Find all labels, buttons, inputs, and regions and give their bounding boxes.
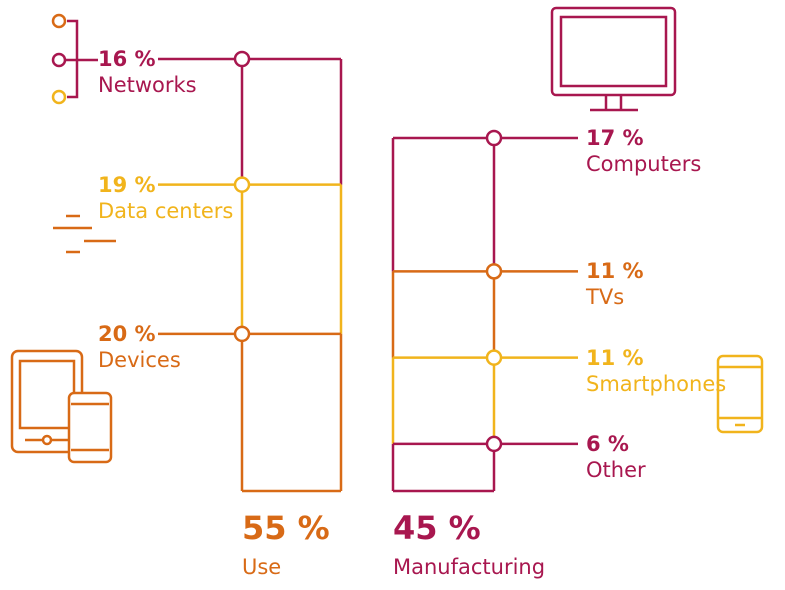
marker-devices <box>233 325 251 343</box>
server-lines-icon <box>53 214 116 254</box>
chart-marks <box>158 50 578 493</box>
total-label-manufacturing: Manufacturing <box>393 555 546 579</box>
category-label-networks: Networks <box>98 73 197 97</box>
category-label-computers: Computers <box>586 152 702 176</box>
smartphone-icon <box>716 354 764 434</box>
total-label-use: Use <box>242 555 282 579</box>
marker-networks <box>233 50 251 68</box>
value-label-other: 6 % <box>586 431 629 456</box>
value-label-computers: 17 % <box>586 126 644 150</box>
value-label-devices: 20 % <box>98 321 156 346</box>
value-label-data-centers: 19 % <box>98 172 156 197</box>
network-nodes-icon <box>51 13 98 105</box>
tablet-phone-icon <box>10 349 113 464</box>
marker-data-centers <box>233 176 251 193</box>
category-label-tvs: TVs <box>586 285 625 310</box>
marker-tvs <box>485 263 503 280</box>
desktop-monitor-icon <box>550 6 677 112</box>
category-label-devices: Devices <box>98 347 181 372</box>
value-label-smartphones: 11 % <box>586 345 644 370</box>
value-label-tvs: 11 % <box>586 259 644 284</box>
category-label-other: Other <box>586 457 646 482</box>
marker-other <box>485 435 503 453</box>
marker-smartphones <box>485 349 503 366</box>
value-label-networks: 16 % <box>98 47 156 71</box>
total-value-use: 55 % <box>242 509 330 547</box>
marker-computers <box>485 129 503 147</box>
category-label-smartphones: Smartphones <box>586 371 727 396</box>
category-label-data-centers: Data centers <box>98 198 234 223</box>
total-value-manufacturing: 45 % <box>393 509 481 547</box>
